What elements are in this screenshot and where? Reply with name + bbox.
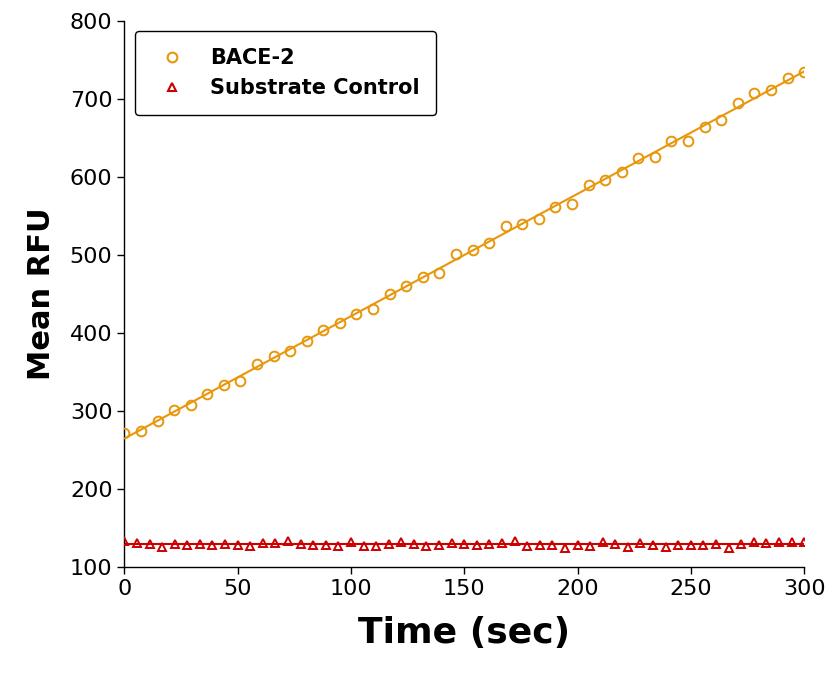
- Legend: BACE-2, Substrate Control: BACE-2, Substrate Control: [135, 31, 436, 115]
- X-axis label: Time (sec): Time (sec): [358, 616, 570, 650]
- Y-axis label: Mean RFU: Mean RFU: [26, 208, 55, 381]
